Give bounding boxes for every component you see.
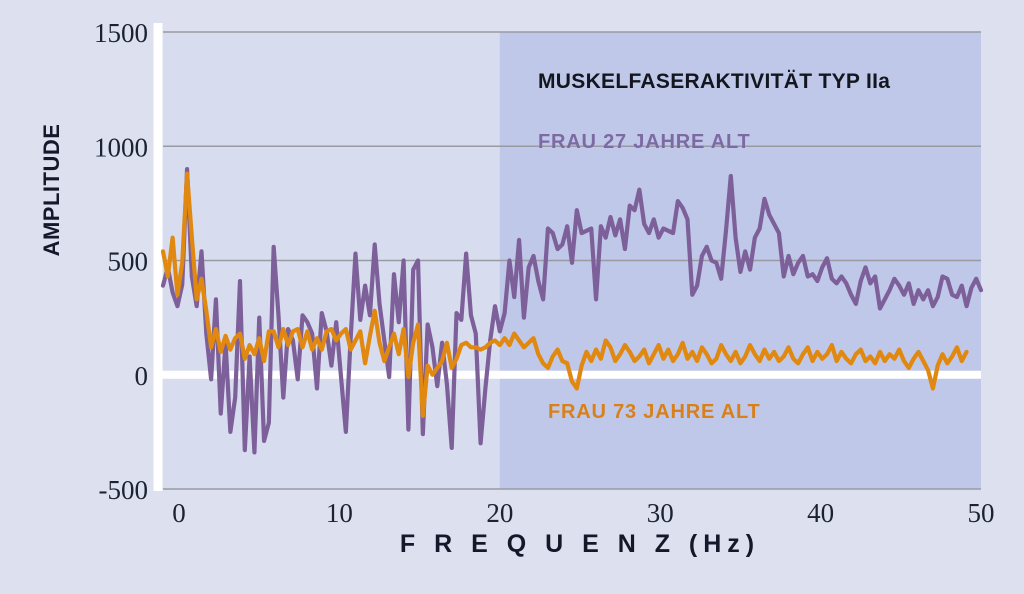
y-tick-500: 500 bbox=[108, 247, 149, 277]
y-tick-1500: 1500 bbox=[94, 18, 148, 48]
legend-label-frau-27: FRAU 27 JAHRE ALT bbox=[538, 131, 751, 153]
x-tick-20: 20 bbox=[486, 498, 513, 528]
x-tick-50: 50 bbox=[968, 498, 995, 528]
x-tick-0: 0 bbox=[172, 498, 186, 528]
legend-label-frau-73: FRAU 73 JAHRE ALT bbox=[548, 401, 761, 423]
gridlines bbox=[163, 31, 981, 490]
y-axis-tick-labels: 1500 1000 500 0 -500 bbox=[94, 18, 148, 505]
x-tick-10: 10 bbox=[326, 498, 353, 528]
chart-title-annotation: MUSKELFASERAKTIVITÄT TYP IIa bbox=[538, 70, 891, 93]
x-tick-30: 30 bbox=[647, 498, 674, 528]
y-tick-1000: 1000 bbox=[94, 132, 148, 162]
series-line-frau-73 bbox=[160, 171, 969, 418]
y-tick-0: 0 bbox=[135, 361, 149, 391]
x-tick-40: 40 bbox=[807, 498, 834, 528]
x-axis-tick-labels: 0 10 20 30 40 50 bbox=[172, 498, 994, 528]
x-axis-title: F R E Q U E N Z (Hz) bbox=[399, 530, 761, 558]
y-tick--500: -500 bbox=[99, 475, 149, 505]
series-line-frau-27 bbox=[160, 167, 984, 455]
